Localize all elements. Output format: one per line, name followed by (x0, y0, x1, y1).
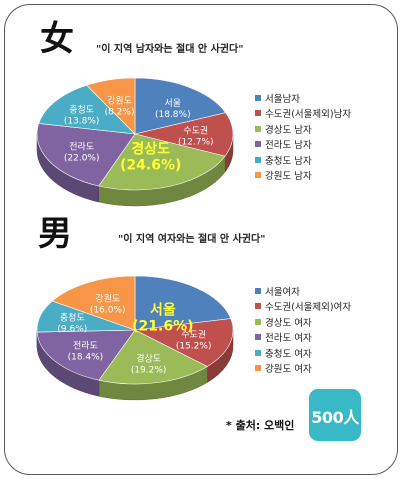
legend-swatch (255, 365, 261, 372)
pie-slice-충청도 (38, 84, 136, 135)
slice-value-충청도: (9.6%) (57, 324, 87, 334)
legend-item: 전라도 여자 (255, 330, 351, 346)
slice-label-충청도: 충청도 (69, 105, 94, 116)
slice-label-수도권: 수도권 (183, 124, 208, 136)
legend-label: 충청도 여자 (265, 348, 312, 360)
pie-slice-강원도 (51, 275, 136, 331)
legend-item: 수도권(서울제외)남자 (255, 106, 351, 122)
legend-item: 서울남자 (255, 90, 351, 106)
pie-slices (36, 275, 234, 385)
legend-item: 강원도 남자 (255, 168, 351, 184)
legend-swatch (255, 125, 261, 132)
pie-slice-수도권 (134, 112, 234, 157)
slice-label-서울: 서울 (150, 301, 176, 318)
legend-item: 경상도 여자 (255, 314, 351, 330)
source-note: * 출처: 오백인 (226, 419, 295, 432)
pie-slice-전라도 (36, 123, 136, 187)
slice-label-경상도: 경상도 (131, 141, 170, 158)
slice-value-경상도: (19.2%) (131, 366, 167, 376)
female-symbol: 女 (40, 19, 74, 59)
legend-swatch (255, 349, 261, 356)
slice-value-수도권: (15.2%) (176, 342, 212, 352)
slice-label-경상도: 경상도 (136, 353, 161, 365)
pie-slices (36, 77, 234, 191)
slice-value-충청도: (13.8%) (64, 117, 100, 127)
legend-swatch (255, 334, 261, 341)
logo-text: 500人 (311, 408, 359, 427)
slice-label-충청도: 충청도 (60, 312, 85, 323)
slice-value-강원도: (8.2%) (105, 107, 135, 117)
legend-item: 전라도 남자 (255, 137, 351, 153)
legend-label: 수도권(서울제외)여자 (265, 302, 352, 314)
legend-item: 강원도 여자 (255, 361, 351, 377)
slice-value-서울: (18.8%) (155, 110, 191, 120)
legend-swatch (255, 172, 261, 179)
pie-slice-수도권 (133, 318, 234, 367)
legend-label: 서울남자 (265, 93, 300, 105)
legend-label: 충청도 남자 (265, 155, 312, 167)
legend-item: 수도권(서울제외)여자 (255, 299, 351, 315)
slice-value-서울: (21.6%) (132, 318, 193, 334)
pie-labels: 서울(18.8%) 수도권(12.7%) 경상도(24.6%) 전라도(22.0%) 충… (64, 95, 214, 173)
legend-label: 강원도 남자 (265, 171, 312, 183)
slice-value-강원도: (16.0%) (90, 306, 126, 316)
slice-label-서울: 서울 (165, 98, 182, 109)
legend-label: 강원도 여자 (265, 364, 312, 376)
pie-slice-전라도 (36, 329, 136, 381)
slice-label-강원도: 강원도 (107, 95, 132, 106)
slice-label-전라도: 전라도 (69, 142, 94, 153)
pie-slice-서울 (134, 77, 227, 135)
legend-item: 경상도 남자 (255, 121, 351, 137)
legend-item: 충청도 남자 (255, 152, 351, 168)
legend-label: 서울여자 (265, 286, 300, 298)
slice-value-전라도: (22.0%) (64, 154, 100, 164)
pie-slice-경상도 (98, 133, 226, 191)
slice-label-수도권: 수도권 (181, 329, 206, 341)
legend-swatch (255, 141, 261, 148)
male-symbol: 男 (38, 214, 72, 254)
pie-slice-강원도 (86, 77, 136, 135)
chart-1-title: "이 지역 남자와는 절대 안 사귄다" (96, 44, 244, 55)
legend-label: 수도권(서울제외)남자 (265, 109, 352, 121)
chart-2-pie: 서울(21.6%)수도권(15.2%) 경상도(19.2%) 전라도(18.4%) 충… (36, 275, 234, 401)
legend-swatch (255, 318, 261, 325)
legend-swatch (255, 110, 261, 117)
legend-swatch (255, 94, 261, 101)
legend-item: 충청도 여자 (255, 345, 351, 361)
pie-slice-경상도 (98, 329, 208, 385)
legend-swatch (255, 287, 261, 294)
slice-value-경상도: (24.6%) (120, 158, 181, 174)
chart-1-pie: 서울(18.8%) 수도권(12.7%) 경상도(24.6%) 전라도(22.0%) 충… (36, 77, 234, 207)
legend-item: 서울여자 (255, 283, 351, 299)
chart-2-title: "이 지역 여자와는 절대 안 사귄다" (118, 234, 266, 245)
legend-label: 경상도 여자 (265, 317, 312, 329)
slice-label-전라도: 전라도 (73, 340, 98, 351)
slice-value-전라도: (18.4%) (68, 352, 104, 362)
logo: 500人 (309, 389, 361, 441)
legend-label: 경상도 남자 (265, 124, 312, 136)
legend-swatch (255, 303, 261, 310)
pie-labels: 서울(21.6%)수도권(15.2%) 경상도(19.2%) 전라도(18.4%) 충… (57, 294, 211, 376)
legend-label: 전라도 남자 (265, 140, 312, 152)
pie-slice-서울 (134, 275, 232, 331)
slice-label-강원도: 강원도 (95, 294, 120, 305)
legend-swatch (255, 156, 261, 163)
slice-value-수도권: (12.7%) (178, 137, 214, 147)
legend-label: 전라도 여자 (265, 333, 312, 345)
